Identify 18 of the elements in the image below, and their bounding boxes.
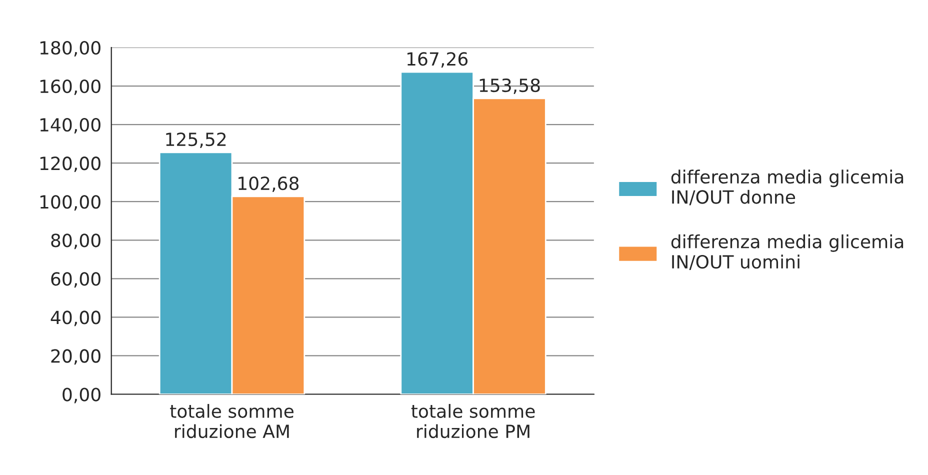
data-label: 153,58: [480, 78, 540, 94]
y-tick-label: 160,00: [40, 79, 100, 95]
y-tick-label: 140,00: [40, 118, 100, 134]
data-label: 102,68: [238, 176, 299, 192]
y-tick-label: 60,00: [51, 272, 100, 288]
y-tick-label: 120,00: [40, 156, 100, 172]
y-tick-label: 80,00: [51, 234, 100, 250]
y-tick-label: 0,00: [62, 388, 100, 404]
y-tick-label: 180,00: [40, 40, 100, 56]
legend-label: differenza media glicemia IN/OUT donne: [671, 170, 904, 206]
y-tick-label: 20,00: [51, 349, 100, 365]
data-label: 125,52: [166, 132, 226, 148]
data-label: 167,26: [407, 52, 468, 68]
x-tick-label: totale somme riduzione PM: [411, 404, 535, 438]
y-tick-label: 40,00: [50, 310, 100, 326]
y-tick-label: 100,00: [40, 195, 100, 211]
legend-label: differenza media glicemia IN/OUT uomini: [671, 234, 904, 270]
x-tick-label: totale somme riduzione AM: [170, 404, 294, 438]
